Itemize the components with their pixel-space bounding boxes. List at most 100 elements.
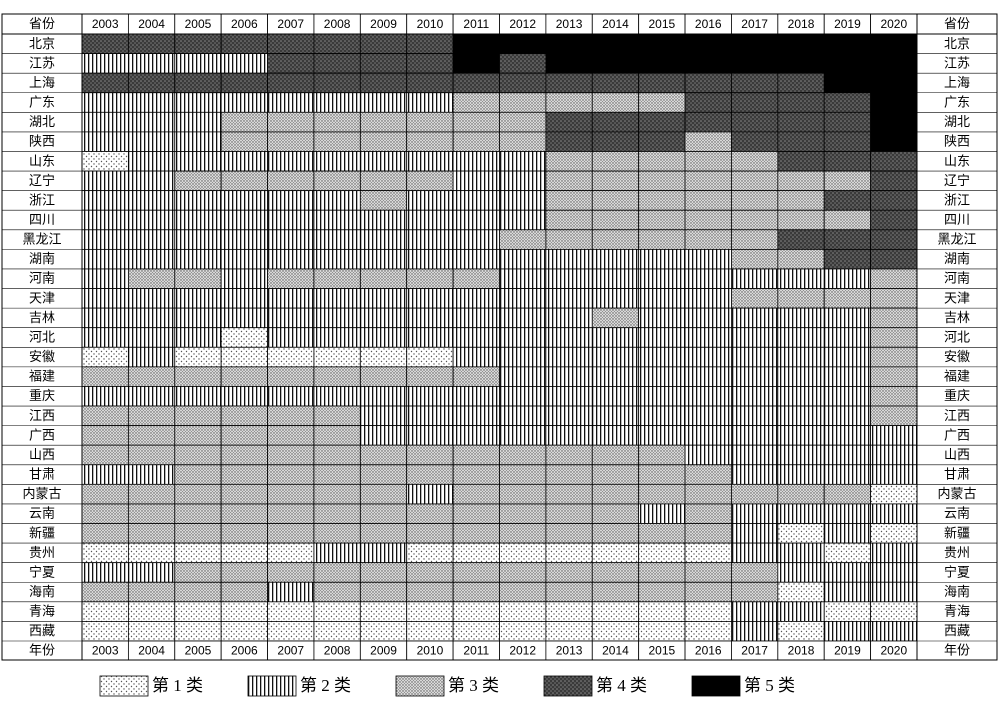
cell bbox=[174, 288, 222, 309]
cell bbox=[591, 581, 640, 603]
year-label: 2018 bbox=[788, 17, 815, 31]
province-label: 广西 bbox=[29, 427, 55, 442]
cell bbox=[545, 248, 593, 270]
year-label: 2015 bbox=[649, 644, 676, 658]
cell bbox=[406, 444, 454, 466]
cell bbox=[406, 229, 454, 250]
province-label: 西藏 bbox=[29, 623, 55, 638]
cell bbox=[731, 425, 779, 446]
cell bbox=[638, 366, 686, 387]
cell bbox=[81, 151, 129, 172]
cell bbox=[684, 92, 732, 113]
cell bbox=[870, 542, 918, 564]
cell bbox=[359, 464, 408, 485]
province-label: 青海 bbox=[29, 604, 55, 619]
province-label: 内蒙古 bbox=[22, 486, 61, 501]
cell bbox=[127, 542, 176, 564]
cell bbox=[870, 562, 918, 583]
cell bbox=[220, 562, 268, 583]
cell bbox=[174, 248, 222, 270]
cell bbox=[313, 581, 361, 603]
cell bbox=[638, 542, 686, 564]
cell bbox=[81, 483, 129, 505]
cell bbox=[127, 425, 176, 446]
cell bbox=[220, 327, 268, 348]
cell bbox=[406, 53, 454, 74]
cell bbox=[359, 288, 408, 309]
cell bbox=[731, 444, 779, 466]
cell bbox=[359, 151, 408, 172]
cell bbox=[684, 444, 732, 466]
province-label: 安徽 bbox=[29, 349, 55, 364]
cell bbox=[267, 131, 315, 152]
cell bbox=[638, 229, 686, 250]
cell bbox=[313, 601, 361, 622]
province-label: 浙江 bbox=[944, 192, 970, 207]
cell bbox=[452, 542, 500, 564]
cell bbox=[359, 170, 408, 192]
cell bbox=[499, 131, 547, 152]
cell bbox=[545, 523, 593, 544]
cell bbox=[731, 366, 779, 387]
cell bbox=[823, 405, 872, 427]
cell bbox=[684, 151, 732, 172]
cell bbox=[684, 131, 732, 152]
cell bbox=[359, 601, 408, 622]
cell bbox=[545, 190, 593, 211]
cell bbox=[81, 131, 129, 152]
cell bbox=[81, 346, 129, 368]
cell bbox=[220, 53, 268, 74]
cell bbox=[313, 92, 361, 113]
year-label: 2005 bbox=[185, 17, 212, 31]
cell bbox=[499, 523, 547, 544]
cell bbox=[638, 288, 686, 309]
cell bbox=[267, 542, 315, 564]
cell bbox=[313, 425, 361, 446]
cell bbox=[127, 288, 176, 309]
cell bbox=[174, 542, 222, 564]
cell bbox=[406, 190, 454, 211]
cell bbox=[777, 581, 825, 603]
cell bbox=[127, 151, 176, 172]
cell bbox=[313, 170, 361, 192]
cell bbox=[777, 268, 825, 289]
cell bbox=[777, 405, 825, 427]
cell bbox=[174, 464, 222, 485]
cell bbox=[823, 229, 872, 250]
cell bbox=[406, 405, 454, 427]
cell bbox=[267, 386, 315, 407]
cell bbox=[313, 483, 361, 505]
cell bbox=[823, 346, 872, 368]
cell bbox=[591, 53, 640, 74]
cell bbox=[174, 346, 222, 368]
cell bbox=[731, 562, 779, 583]
cell bbox=[127, 483, 176, 505]
province-label: 广西 bbox=[944, 427, 970, 442]
cell bbox=[731, 405, 779, 427]
cell bbox=[777, 190, 825, 211]
province-label: 山东 bbox=[944, 153, 970, 168]
cell bbox=[452, 131, 500, 152]
cell bbox=[870, 621, 918, 642]
cell bbox=[731, 327, 779, 348]
cell bbox=[359, 111, 408, 133]
legend-label: 第 2 类 bbox=[300, 676, 351, 695]
cell bbox=[591, 190, 640, 211]
cell bbox=[638, 503, 686, 524]
cell bbox=[870, 190, 918, 211]
cell bbox=[823, 523, 872, 544]
cell bbox=[81, 72, 129, 94]
cell bbox=[267, 268, 315, 289]
cell bbox=[499, 425, 547, 446]
province-label: 新疆 bbox=[944, 525, 970, 540]
cell bbox=[823, 327, 872, 348]
cell bbox=[823, 307, 872, 329]
cell bbox=[545, 72, 593, 94]
cell bbox=[823, 248, 872, 270]
province-label: 四川 bbox=[29, 212, 55, 227]
cell bbox=[313, 53, 361, 74]
cell bbox=[220, 621, 268, 642]
cell bbox=[313, 386, 361, 407]
cell bbox=[870, 425, 918, 446]
cell bbox=[220, 111, 268, 133]
